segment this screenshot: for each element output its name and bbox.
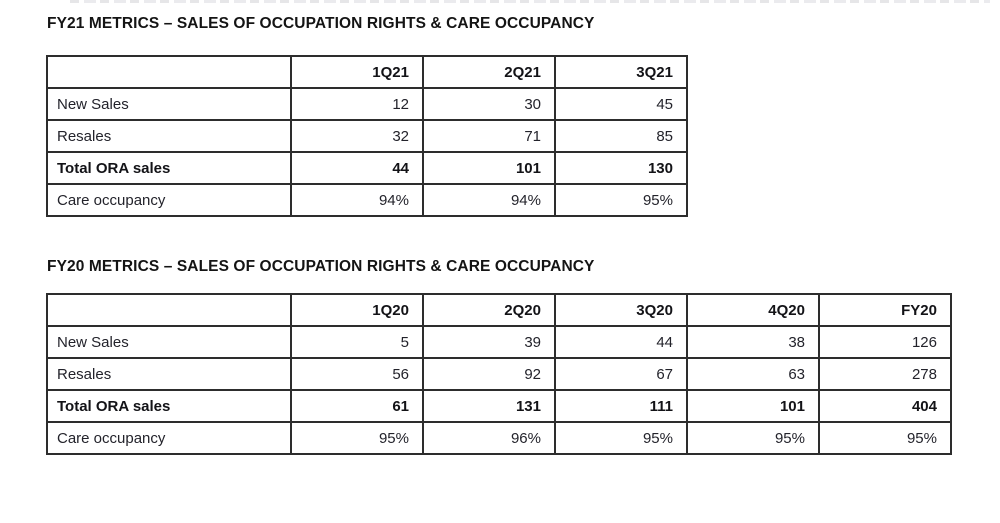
row-label-cell: Care occupancy [46,183,292,217]
row-label-cell: Resales [46,119,292,153]
fy20-table-title: FY20 METRICS – SALES OF OCCUPATION RIGHT… [47,258,595,275]
table-row-total: Total ORA sales 44 101 130 [46,151,688,185]
value-cell: 95% [554,421,688,455]
value-cell: 94% [290,183,424,217]
fy21-metrics-table: 1Q21 2Q21 3Q21 New Sales 12 30 45 Resale… [46,55,688,217]
row-label-cell: Resales [46,357,292,391]
column-header-cell: 1Q21 [290,55,424,89]
value-cell: 278 [818,357,952,391]
value-cell: 56 [290,357,424,391]
column-header-cell: 1Q20 [290,293,424,327]
value-cell: 71 [422,119,556,153]
value-cell: 63 [686,357,820,391]
value-cell: 92 [422,357,556,391]
cropped-text-remnant [70,0,990,3]
value-cell: 67 [554,357,688,391]
column-header-cell: 3Q21 [554,55,688,89]
value-cell: 95% [686,421,820,455]
table-row: Care occupancy 95% 96% 95% 95% 95% [46,421,952,455]
value-cell: 95% [290,421,424,455]
fy20-metrics-table: 1Q20 2Q20 3Q20 4Q20 FY20 New Sales 5 39 … [46,293,952,455]
value-cell: 130 [554,151,688,185]
header-row: 1Q21 2Q21 3Q21 [46,55,688,89]
value-cell: 44 [554,325,688,359]
value-cell: 404 [818,389,952,423]
value-cell: 111 [554,389,688,423]
column-header-cell: 4Q20 [686,293,820,327]
column-header-cell: 2Q20 [422,293,556,327]
value-cell: 85 [554,119,688,153]
value-cell: 95% [554,183,688,217]
table-row: Care occupancy 94% 94% 95% [46,183,688,217]
table-row: Resales 56 92 67 63 278 [46,357,952,391]
table-row: New Sales 5 39 44 38 126 [46,325,952,359]
value-cell: 94% [422,183,556,217]
value-cell: 30 [422,87,556,121]
value-cell: 32 [290,119,424,153]
value-cell: 131 [422,389,556,423]
column-header-cell: 2Q21 [422,55,556,89]
row-label-cell: New Sales [46,325,292,359]
row-label-cell: Care occupancy [46,421,292,455]
table-row: New Sales 12 30 45 [46,87,688,121]
column-header-cell: 3Q20 [554,293,688,327]
row-label-cell: Total ORA sales [46,151,292,185]
value-cell: 44 [290,151,424,185]
corner-header-cell [46,293,292,327]
value-cell: 96% [422,421,556,455]
value-cell: 126 [818,325,952,359]
corner-header-cell [46,55,292,89]
table-row: Resales 32 71 85 [46,119,688,153]
value-cell: 12 [290,87,424,121]
table-row-total: Total ORA sales 61 131 111 101 404 [46,389,952,423]
header-row: 1Q20 2Q20 3Q20 4Q20 FY20 [46,293,952,327]
value-cell: 38 [686,325,820,359]
value-cell: 95% [818,421,952,455]
value-cell: 101 [422,151,556,185]
value-cell: 61 [290,389,424,423]
value-cell: 39 [422,325,556,359]
value-cell: 101 [686,389,820,423]
row-label-cell: New Sales [46,87,292,121]
column-header-cell: FY20 [818,293,952,327]
value-cell: 45 [554,87,688,121]
value-cell: 5 [290,325,424,359]
fy21-table-title: FY21 METRICS – SALES OF OCCUPATION RIGHT… [47,15,595,32]
row-label-cell: Total ORA sales [46,389,292,423]
